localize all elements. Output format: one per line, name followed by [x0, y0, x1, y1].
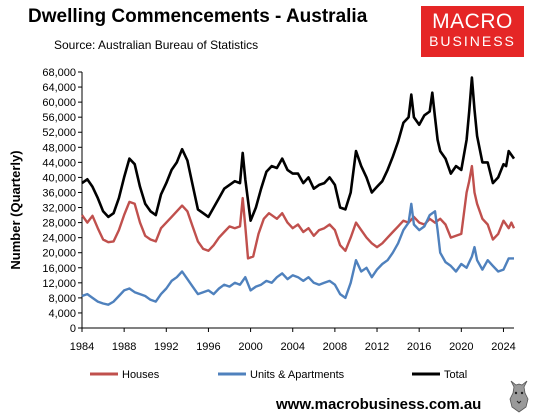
- y-tick-label: 32,000: [42, 203, 76, 215]
- x-tick-label: 1988: [112, 341, 136, 353]
- y-tick-label: 12,000: [42, 278, 76, 290]
- y-tick-label: 64,000: [42, 82, 76, 94]
- y-tick-label: 0: [70, 323, 76, 335]
- plot-area: [82, 72, 514, 328]
- x-tick-label: 2024: [491, 341, 515, 353]
- y-tick-label: 44,000: [42, 157, 76, 169]
- series-lines: [81, 76, 516, 306]
- y-tick-label: 40,000: [42, 172, 76, 184]
- x-tick-label: 2012: [365, 341, 389, 353]
- x-tick-label: 2008: [323, 341, 347, 353]
- y-tick-label: 16,000: [42, 263, 76, 275]
- series-line-total: [81, 76, 516, 222]
- y-tick-label: 52,000: [42, 127, 76, 139]
- logo-line-2: BUSINESS: [429, 33, 516, 49]
- x-tick-labels: 1984 1988 1992 1996 2000 2004 2008 2012 2016 2020…: [70, 328, 516, 353]
- y-axis-title: Number (Quarterly): [8, 150, 23, 269]
- y-tick-label: 48,000: [42, 142, 76, 154]
- chart-title: Dwelling Commencements - Australia: [28, 6, 368, 27]
- legend: Houses Units & Apartments Total: [90, 369, 467, 381]
- legend-label: Total: [444, 369, 467, 381]
- wolf-mascot-icon: [509, 380, 529, 413]
- y-tick-label: 36,000: [42, 187, 76, 199]
- series-line-houses: [81, 164, 516, 260]
- legend-label: Units & Apartments: [250, 369, 345, 381]
- y-tick-label: 56,000: [42, 112, 76, 124]
- source-note: Source: Australian Bureau of Statistics: [54, 38, 259, 52]
- y-tick-label: 8,000: [48, 293, 76, 305]
- footer-url[interactable]: www.macrobusiness.com.au: [276, 396, 482, 413]
- macrobusiness-logo[interactable]: MACRO BUSINESS: [421, 6, 524, 57]
- y-tick-label: 4,000: [48, 308, 76, 320]
- legend-label: Houses: [122, 369, 160, 381]
- y-tick-label: 68,000: [42, 67, 76, 79]
- y-tick-label: 28,000: [42, 218, 76, 230]
- axes: [81, 72, 514, 329]
- y-axis-title-group: Number (Quarterly): [8, 150, 23, 269]
- x-tick-label: 2016: [407, 341, 431, 353]
- y-tick-label: 60,000: [42, 97, 76, 109]
- series-line-units-apartments: [81, 202, 514, 306]
- x-tick-label: 2020: [449, 341, 473, 353]
- y-tick-label: 20,000: [42, 248, 76, 260]
- x-tick-label: 1984: [70, 341, 94, 353]
- x-tick-label: 1996: [196, 341, 220, 353]
- y-tick-label: 24,000: [42, 233, 76, 245]
- x-tick-label: 2000: [238, 341, 262, 353]
- logo-line-1: MACRO: [432, 10, 513, 33]
- x-tick-label: 2004: [280, 341, 304, 353]
- x-tick-label: 1992: [154, 341, 178, 353]
- y-tick-labels: 0 4,000 8,000 12,000 16,000 20,000 24,000 28,00…: [42, 67, 82, 335]
